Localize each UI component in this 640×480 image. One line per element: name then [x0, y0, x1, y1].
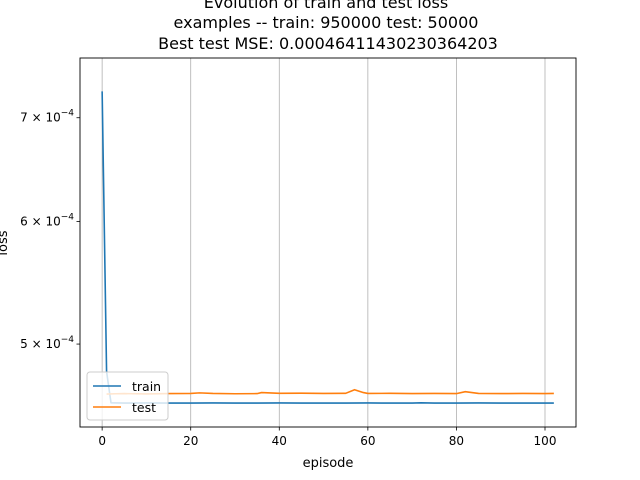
series-line-test: [106, 388, 554, 395]
chart-title-line-3: Best test MSE: 0.00046411430230364203: [158, 34, 498, 53]
y-tick-label-5: 5 × 10−4: [20, 335, 74, 351]
y-axis-label: loss: [0, 230, 11, 255]
x-axis-label: episode: [303, 456, 354, 471]
x-tick-label-80: 80: [449, 434, 464, 448]
x-tick-label-100: 100: [534, 434, 557, 448]
x-tick-label-40: 40: [272, 434, 287, 448]
x-tick-label-20: 20: [183, 434, 198, 448]
x-tick-label-60: 60: [360, 434, 375, 448]
x-tick-label-0: 0: [98, 434, 106, 448]
legend: train test: [86, 371, 169, 421]
y-tick-label-7: 7 × 10−4: [20, 109, 74, 125]
plot-frame: [79, 57, 577, 428]
chart-title-line-1: Evolution of train and test loss: [204, 0, 448, 12]
y-axis: 5 × 10−4 6 × 10−4 7 × 10−4: [20, 109, 80, 351]
legend-label-test: test: [132, 400, 156, 415]
legend-box: [86, 371, 169, 421]
x-axis: 0 20 40 60 80 100: [98, 427, 556, 448]
y-tick-label-6: 6 × 10−4: [20, 212, 74, 228]
legend-label-train: train: [132, 379, 161, 394]
chart-title-line-2: examples -- train: 950000 test: 50000: [174, 13, 479, 32]
